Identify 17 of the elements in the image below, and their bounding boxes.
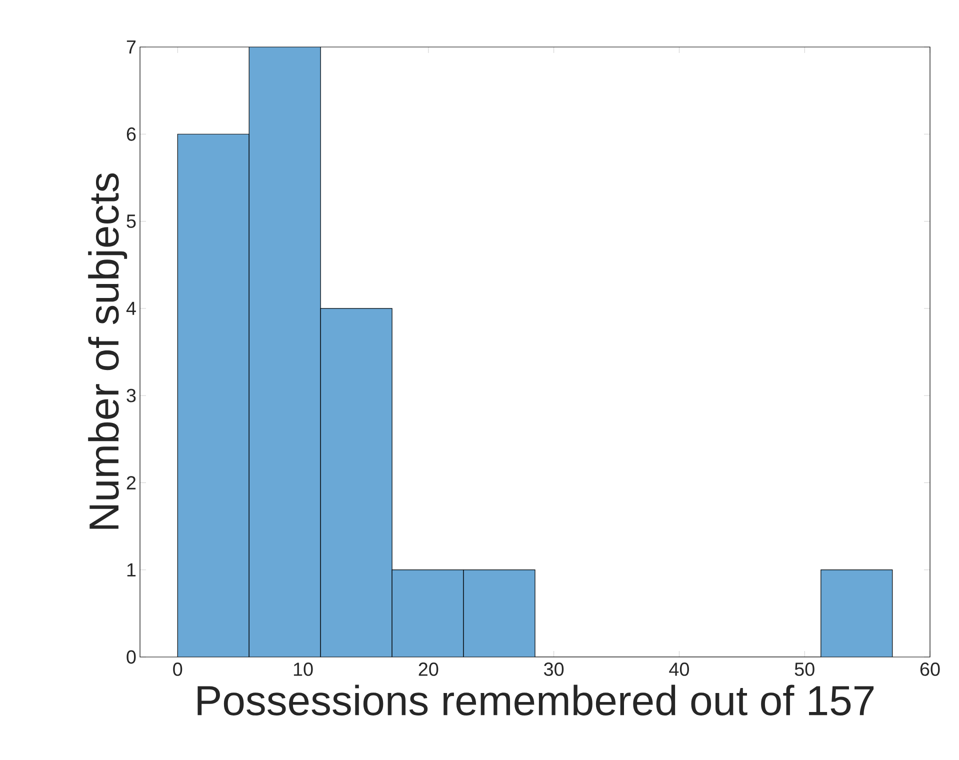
x-tick-label: 10 xyxy=(294,662,313,676)
y-tick-label: 4 xyxy=(126,302,136,315)
y-tick-label: 6 xyxy=(126,127,136,141)
y-tick-label: 1 xyxy=(127,563,136,576)
y-axis-title: Number of subjects xyxy=(88,173,128,529)
y-tick-label: 0 xyxy=(126,650,136,664)
y-tick-label: 3 xyxy=(126,388,136,402)
x-tick-label: 50 xyxy=(794,662,814,676)
y-tick-label: 2 xyxy=(126,476,136,490)
x-tick-label: 40 xyxy=(669,662,689,676)
x-tick-label: 30 xyxy=(544,662,564,676)
y-tick-label: 5 xyxy=(126,214,136,228)
x-axis-title: Possessions remembered out of 157 xyxy=(198,684,874,716)
y-tick-label: 7 xyxy=(126,40,136,54)
x-tick-label: 0 xyxy=(173,662,182,676)
x-tick-label: 20 xyxy=(418,662,438,676)
x-tick-label: 60 xyxy=(920,662,940,676)
